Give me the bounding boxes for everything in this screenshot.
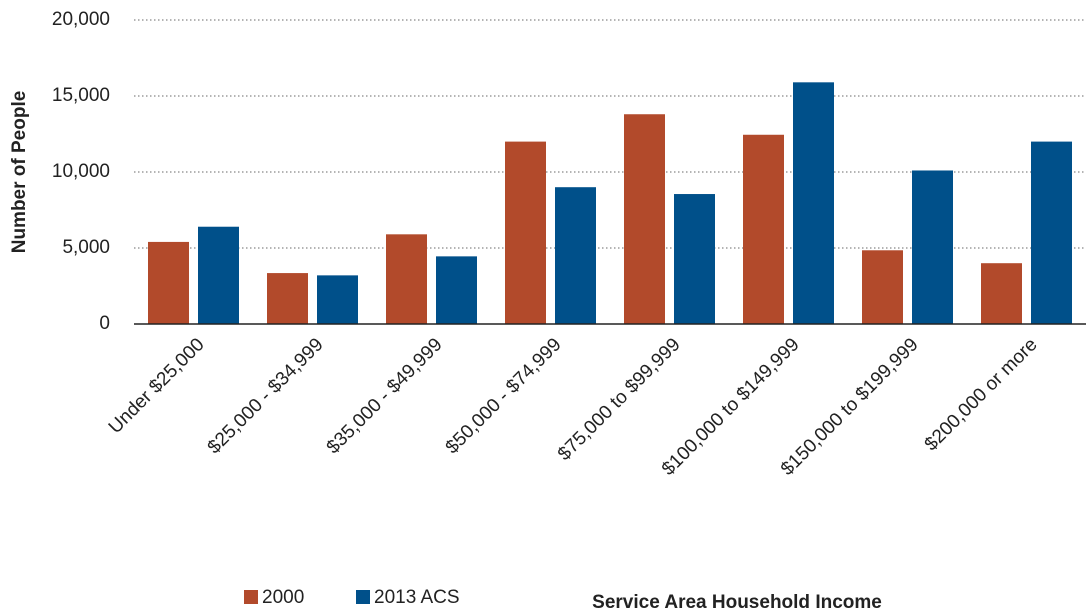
y-axis-title: Number of People	[9, 91, 30, 254]
x-tick-label: $75,000 to $99,999	[554, 334, 685, 465]
bar	[505, 141, 546, 324]
bar	[436, 256, 477, 324]
bar	[624, 114, 665, 325]
bar	[743, 134, 784, 324]
y-tick-label: 0	[99, 313, 110, 334]
x-tick-label: $50,000 - $74,999	[442, 334, 566, 458]
bar	[386, 234, 427, 324]
bar	[198, 226, 239, 324]
legend-swatch	[356, 590, 370, 604]
bar	[912, 170, 953, 324]
bar	[674, 194, 715, 324]
legend-label: 2013 ACS	[374, 587, 460, 608]
legend-label: 2000	[262, 587, 304, 608]
x-tick-label: Under $25,000	[105, 334, 209, 438]
bar	[148, 241, 189, 324]
x-tick-label: $100,000 to $149,999	[658, 334, 804, 480]
bar	[862, 250, 903, 324]
bar	[267, 273, 308, 324]
x-tick-label: $200,000 or more	[921, 334, 1042, 455]
x-tick-label: $150,000 to $199,999	[777, 334, 923, 480]
legend-swatch	[244, 590, 258, 604]
x-tick-label: $35,000 - $49,999	[323, 334, 447, 458]
y-tick-label: 5,000	[62, 237, 110, 258]
bar	[793, 82, 834, 324]
y-tick-label: 15,000	[52, 85, 110, 106]
bar	[1031, 141, 1072, 324]
y-tick-label: 10,000	[52, 161, 110, 182]
x-tick-label: $25,000 - $34,999	[204, 334, 328, 458]
bar	[981, 263, 1022, 324]
bar	[555, 187, 596, 324]
y-tick-label: 20,000	[52, 9, 110, 30]
bar	[317, 275, 358, 324]
x-axis-title: Service Area Household Income	[592, 592, 882, 613]
